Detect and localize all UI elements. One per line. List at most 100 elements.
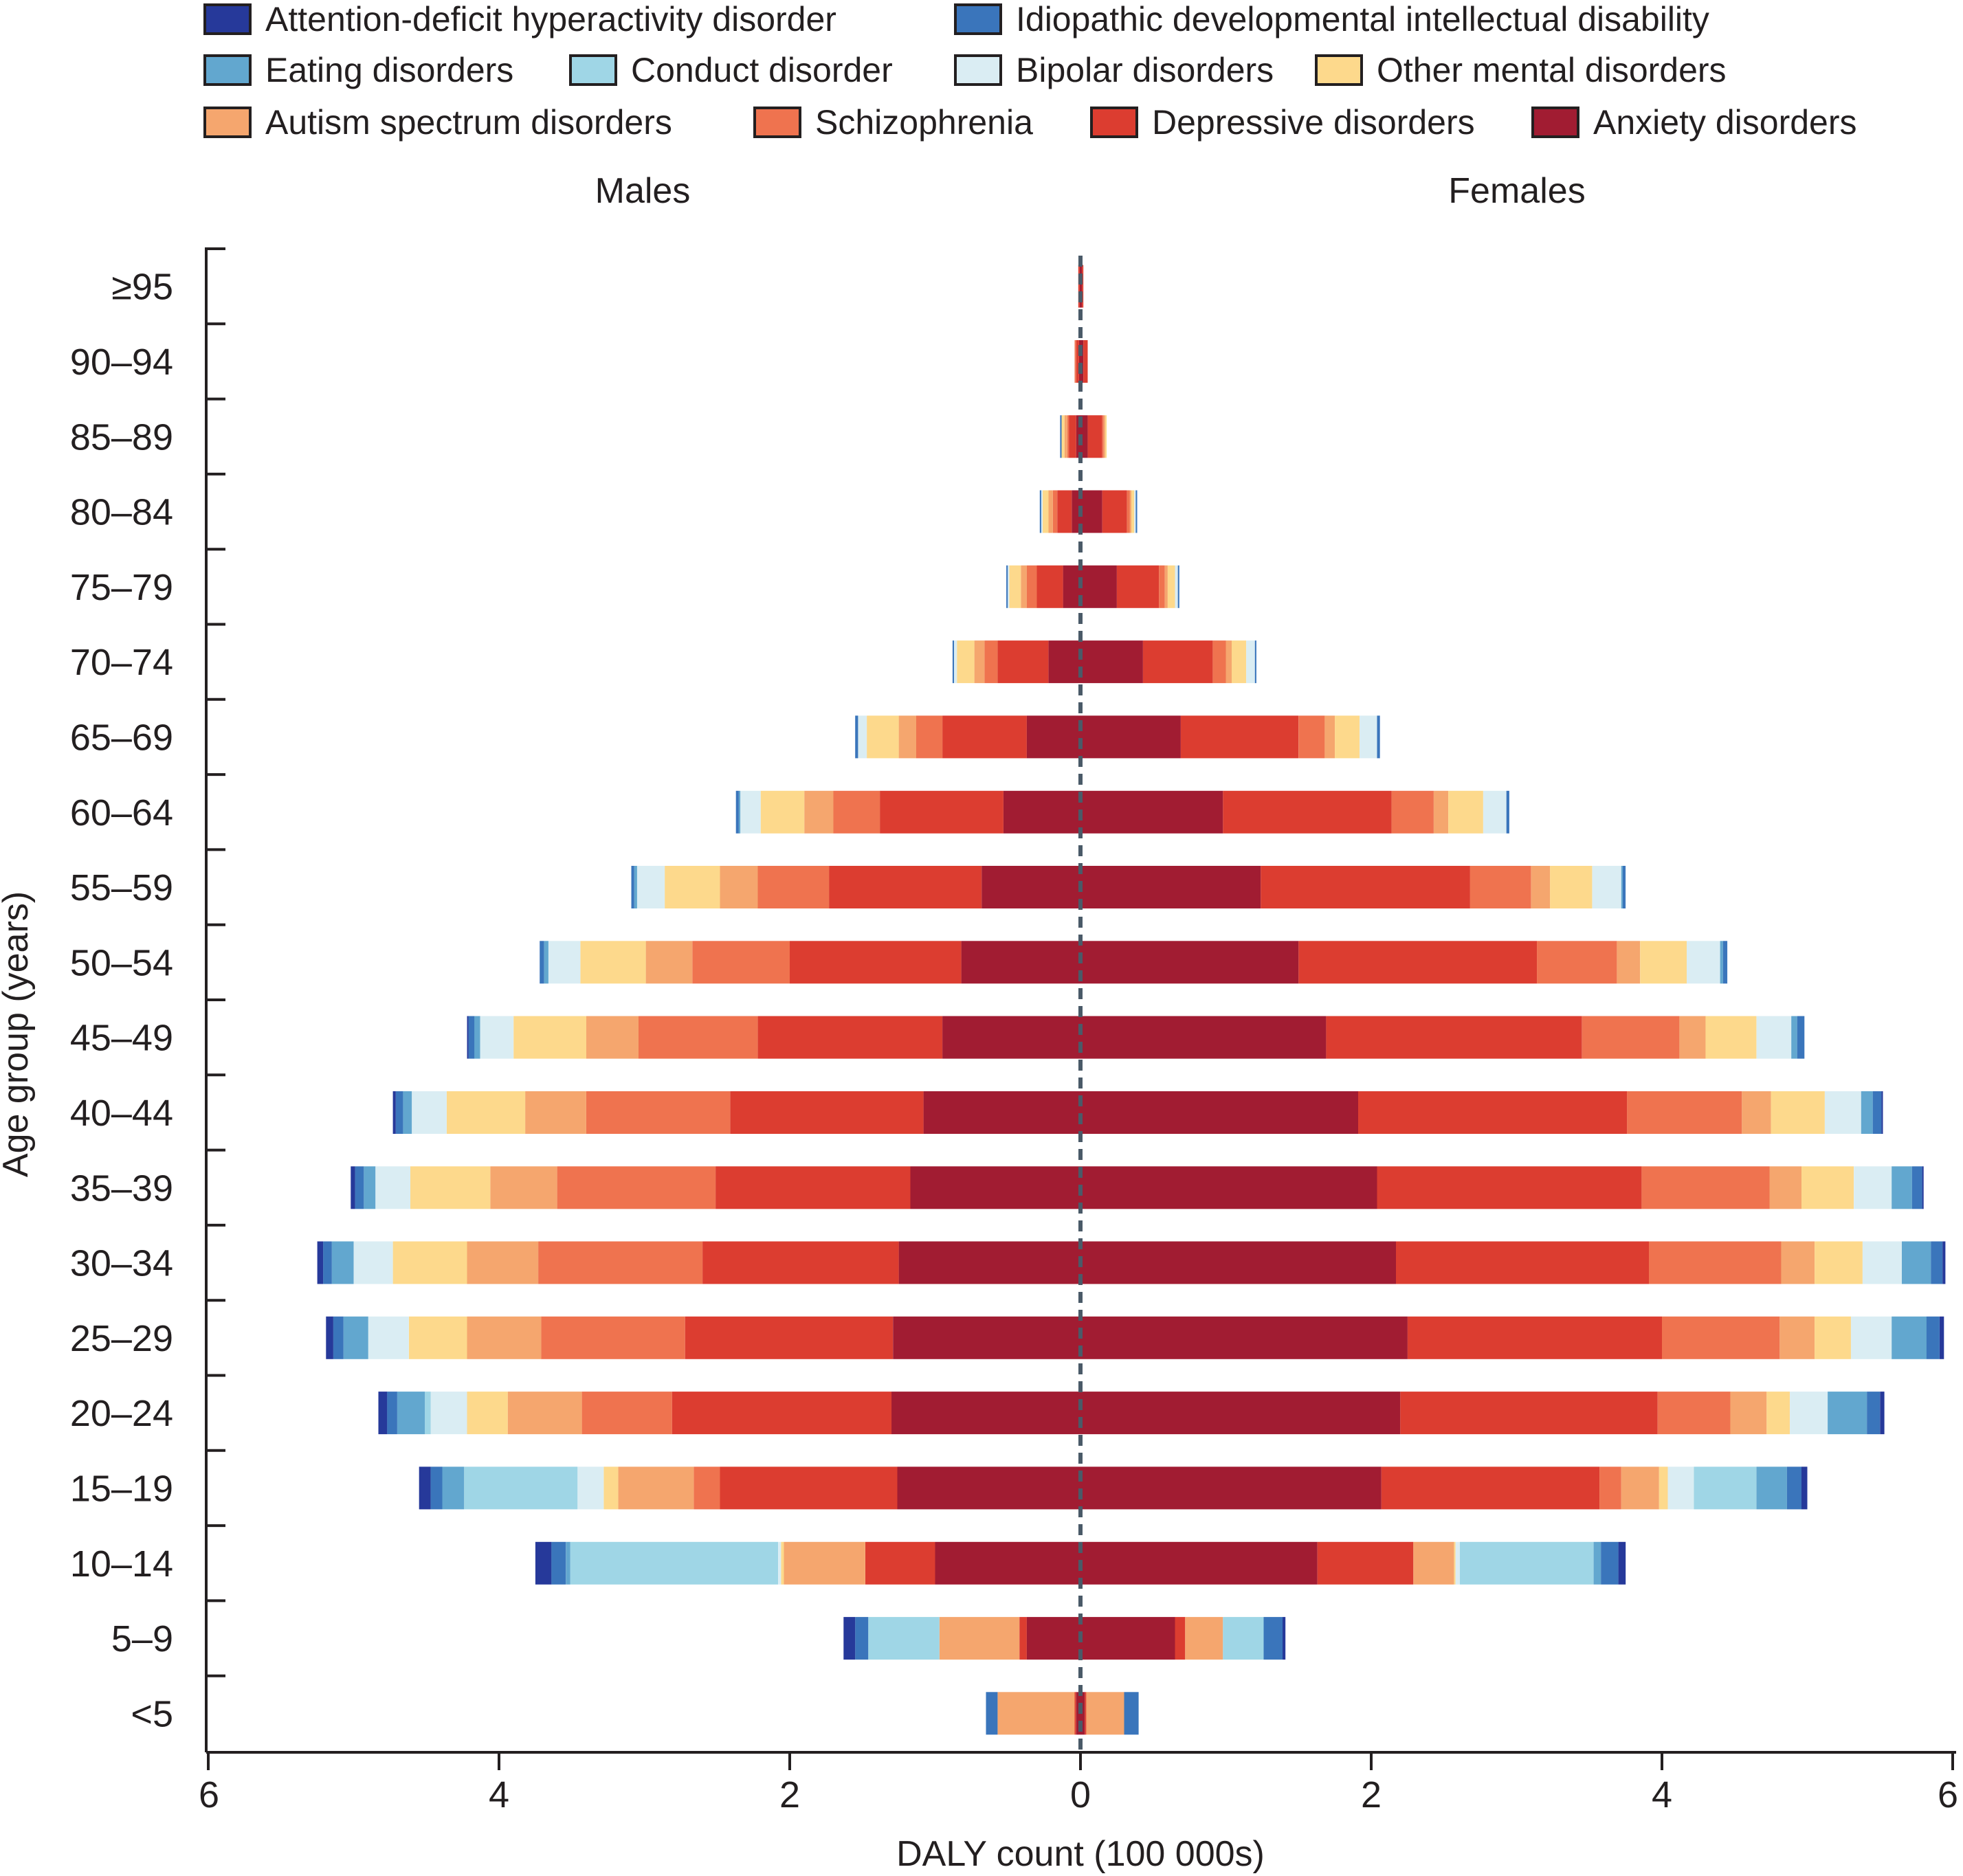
- bar-females-45-49-depressive-disorders: [1326, 1016, 1582, 1059]
- bar-females-65-69-idiopathic-developmental-intellectual-disability: [1377, 715, 1380, 759]
- bar-males-30-34-eating-disorders: [331, 1241, 354, 1284]
- bar-males-40-44-schizophrenia: [586, 1091, 731, 1134]
- y-tick-label-55-59: 55–59: [70, 867, 173, 908]
- bar-females-80-84-schizophrenia: [1127, 490, 1130, 533]
- bar-males-35-39-depressive-disorders: [716, 1166, 911, 1209]
- bar-females-10-14-depressive-disorders: [1317, 1541, 1414, 1585]
- bar-females-85-89-other-mental-disorders: [1105, 415, 1107, 458]
- bar-males-35-39-anxiety-disorders: [910, 1166, 1080, 1209]
- bar-females-80-84-idiopathic-developmental-intellectual-disability: [1135, 490, 1138, 533]
- bar-females-30-34-eating-disorders: [1902, 1241, 1931, 1284]
- bar-females-5-depressive-disorders: [1085, 1692, 1087, 1735]
- x-tick-label: 4: [1652, 1774, 1672, 1816]
- bar-males-30-34-anxiety-disorders: [898, 1241, 1080, 1284]
- bar-males-85-89-anxiety-disorders: [1076, 415, 1080, 458]
- bar-females-45-49-autism-spectrum-disorders: [1679, 1016, 1706, 1059]
- bar-males-10-14-other-mental-disorders: [781, 1541, 784, 1585]
- bar-males-55-59-anxiety-disorders: [982, 866, 1080, 908]
- bar-males-25-29-attention-deficit-hyperactivity-disorder: [326, 1316, 333, 1359]
- bar-males-60-64-idiopathic-developmental-intellectual-disability: [735, 790, 739, 834]
- y-tick-label-85-89: 85–89: [70, 416, 173, 458]
- bar-males-50-54-schizophrenia: [692, 941, 790, 984]
- bar-females-75-79-schizophrenia: [1159, 565, 1165, 608]
- bar-females-70-74-depressive-disorders: [1142, 640, 1213, 684]
- bar-females-60-64-autism-spectrum-disorders: [1433, 790, 1449, 834]
- bar-females-5-autism-spectrum-disorders: [1086, 1692, 1124, 1735]
- x-tick-label: 6: [1938, 1774, 1958, 1816]
- bar-males-15-19-bipolar-disorders: [577, 1466, 604, 1510]
- x-tick-label: 6: [199, 1774, 219, 1816]
- bar-males-55-59-other-mental-disorders: [665, 866, 720, 908]
- y-axis-title: Age group (years): [0, 891, 36, 1177]
- bar-males-60-64-other-mental-disorders: [760, 790, 805, 834]
- bar-females-20-24-idiopathic-developmental-intellectual-disability: [1867, 1392, 1881, 1435]
- bar-males-65-69-schizophrenia: [916, 715, 943, 759]
- bar-males-25-29-eating-disorders: [343, 1316, 368, 1359]
- y-tick-label-5-9: 5–9: [111, 1618, 173, 1660]
- legend-label-depressive-disorders: Depressive disorders: [1152, 103, 1475, 142]
- bar-males-40-44-other-mental-disorders: [446, 1091, 526, 1134]
- bar-females-95-depressive-disorders: [1082, 265, 1084, 308]
- bar-males-35-39-schizophrenia: [557, 1166, 716, 1209]
- bar-males-70-74-schizophrenia: [984, 640, 998, 684]
- bar-males-80-84-anxiety-disorders: [1072, 490, 1080, 533]
- bar-females-20-24-other-mental-disorders: [1766, 1392, 1790, 1435]
- bar-females-40-44-attention-deficit-hyperactivity-disorder: [1881, 1091, 1883, 1134]
- legend-swatch-autism-spectrum-disorders: [203, 107, 252, 138]
- bar-females-55-59-eating-disorders: [1621, 866, 1623, 908]
- bar-females-10-14-autism-spectrum-disorders: [1413, 1541, 1454, 1585]
- bar-females-50-54-other-mental-disorders: [1640, 941, 1687, 984]
- bar-males-45-49-autism-spectrum-disorders: [586, 1016, 639, 1059]
- bar-males-10-14-attention-deficit-hyperactivity-disorder: [535, 1541, 552, 1585]
- bar-males-45-49-depressive-disorders: [757, 1016, 943, 1059]
- legend-swatch-eating-disorders: [203, 54, 252, 86]
- bar-females-35-39-idiopathic-developmental-intellectual-disability: [1911, 1166, 1922, 1209]
- y-tick-label-45-49: 45–49: [70, 1018, 173, 1059]
- bar-females-20-24-depressive-disorders: [1400, 1392, 1658, 1435]
- bar-males-5-autism-spectrum-disorders: [997, 1692, 1075, 1735]
- bar-females-85-89-autism-spectrum-disorders: [1103, 415, 1105, 458]
- bar-males-40-44-anxiety-disorders: [923, 1091, 1080, 1134]
- bar-females-85-89-schizophrenia: [1102, 415, 1104, 458]
- y-tick-label-60-64: 60–64: [70, 792, 173, 834]
- y-tick-label-50-54: 50–54: [70, 942, 173, 983]
- bar-females-45-49-idiopathic-developmental-intellectual-disability: [1797, 1016, 1805, 1059]
- bar-females-25-29-other-mental-disorders: [1815, 1316, 1851, 1359]
- bar-males-20-24-depressive-disorders: [672, 1392, 892, 1435]
- legend-swatch-bipolar-disorders: [954, 54, 1002, 86]
- bar-females-35-39-attention-deficit-hyperactivity-disorder: [1922, 1166, 1924, 1209]
- bar-females-15-19-depressive-disorders: [1381, 1466, 1600, 1510]
- bar-females-15-19-eating-disorders: [1756, 1466, 1787, 1510]
- bar-females-70-74-other-mental-disorders: [1232, 640, 1247, 684]
- bar-males-45-49-idiopathic-developmental-intellectual-disability: [468, 1016, 475, 1059]
- bar-males-20-24-anxiety-disorders: [891, 1392, 1080, 1435]
- bar-males-50-54-eating-disorders: [544, 941, 548, 984]
- bar-females-20-24-eating-disorders: [1828, 1392, 1867, 1435]
- bar-males-25-29-autism-spectrum-disorders: [467, 1316, 542, 1359]
- bar-males-10-14-idiopathic-developmental-intellectual-disability: [551, 1541, 566, 1585]
- bar-males-10-14-depressive-disorders: [865, 1541, 935, 1585]
- bar-females-50-54-schizophrenia: [1537, 941, 1617, 984]
- bar-males-30-34-idiopathic-developmental-intellectual-disability: [323, 1241, 332, 1284]
- bar-males-25-29-depressive-disorders: [685, 1316, 894, 1359]
- bar-males-20-24-schizophrenia: [581, 1392, 672, 1435]
- x-axis-title: DALY count (100 000s): [896, 1834, 1265, 1874]
- bar-females-80-84-anxiety-disorders: [1080, 490, 1102, 533]
- bar-males-15-19-autism-spectrum-disorders: [618, 1466, 694, 1510]
- bar-females-20-24-autism-spectrum-disorders: [1730, 1392, 1767, 1435]
- bar-males-55-59-eating-disorders: [634, 866, 637, 908]
- bar-females-75-79-bipolar-disorders: [1175, 565, 1178, 608]
- bar-males-60-64-anxiety-disorders: [1003, 790, 1080, 834]
- bar-females-65-69-depressive-disorders: [1180, 715, 1299, 759]
- bar-males-5-9-conduct-disorder: [868, 1617, 940, 1660]
- bar-males-25-29-schizophrenia: [541, 1316, 685, 1359]
- bar-males-35-39-attention-deficit-hyperactivity-disorder: [351, 1166, 355, 1209]
- bar-males-40-44-bipolar-disorders: [412, 1091, 447, 1134]
- axes-group: ≥95 90–94 85–89 80–84 75–79 70–74 65–69 60–64 55…: [70, 247, 1958, 1816]
- bar-males-30-34-autism-spectrum-disorders: [467, 1241, 539, 1284]
- bar-females-80-84-autism-spectrum-disorders: [1129, 490, 1131, 533]
- y-tick-label-40-44: 40–44: [70, 1093, 173, 1134]
- bar-males-80-84-other-mental-disorders: [1043, 490, 1049, 533]
- legend-label-idiopathic-developmental-intellectual-disability: Idiopathic developmental intellectual di…: [1016, 0, 1709, 38]
